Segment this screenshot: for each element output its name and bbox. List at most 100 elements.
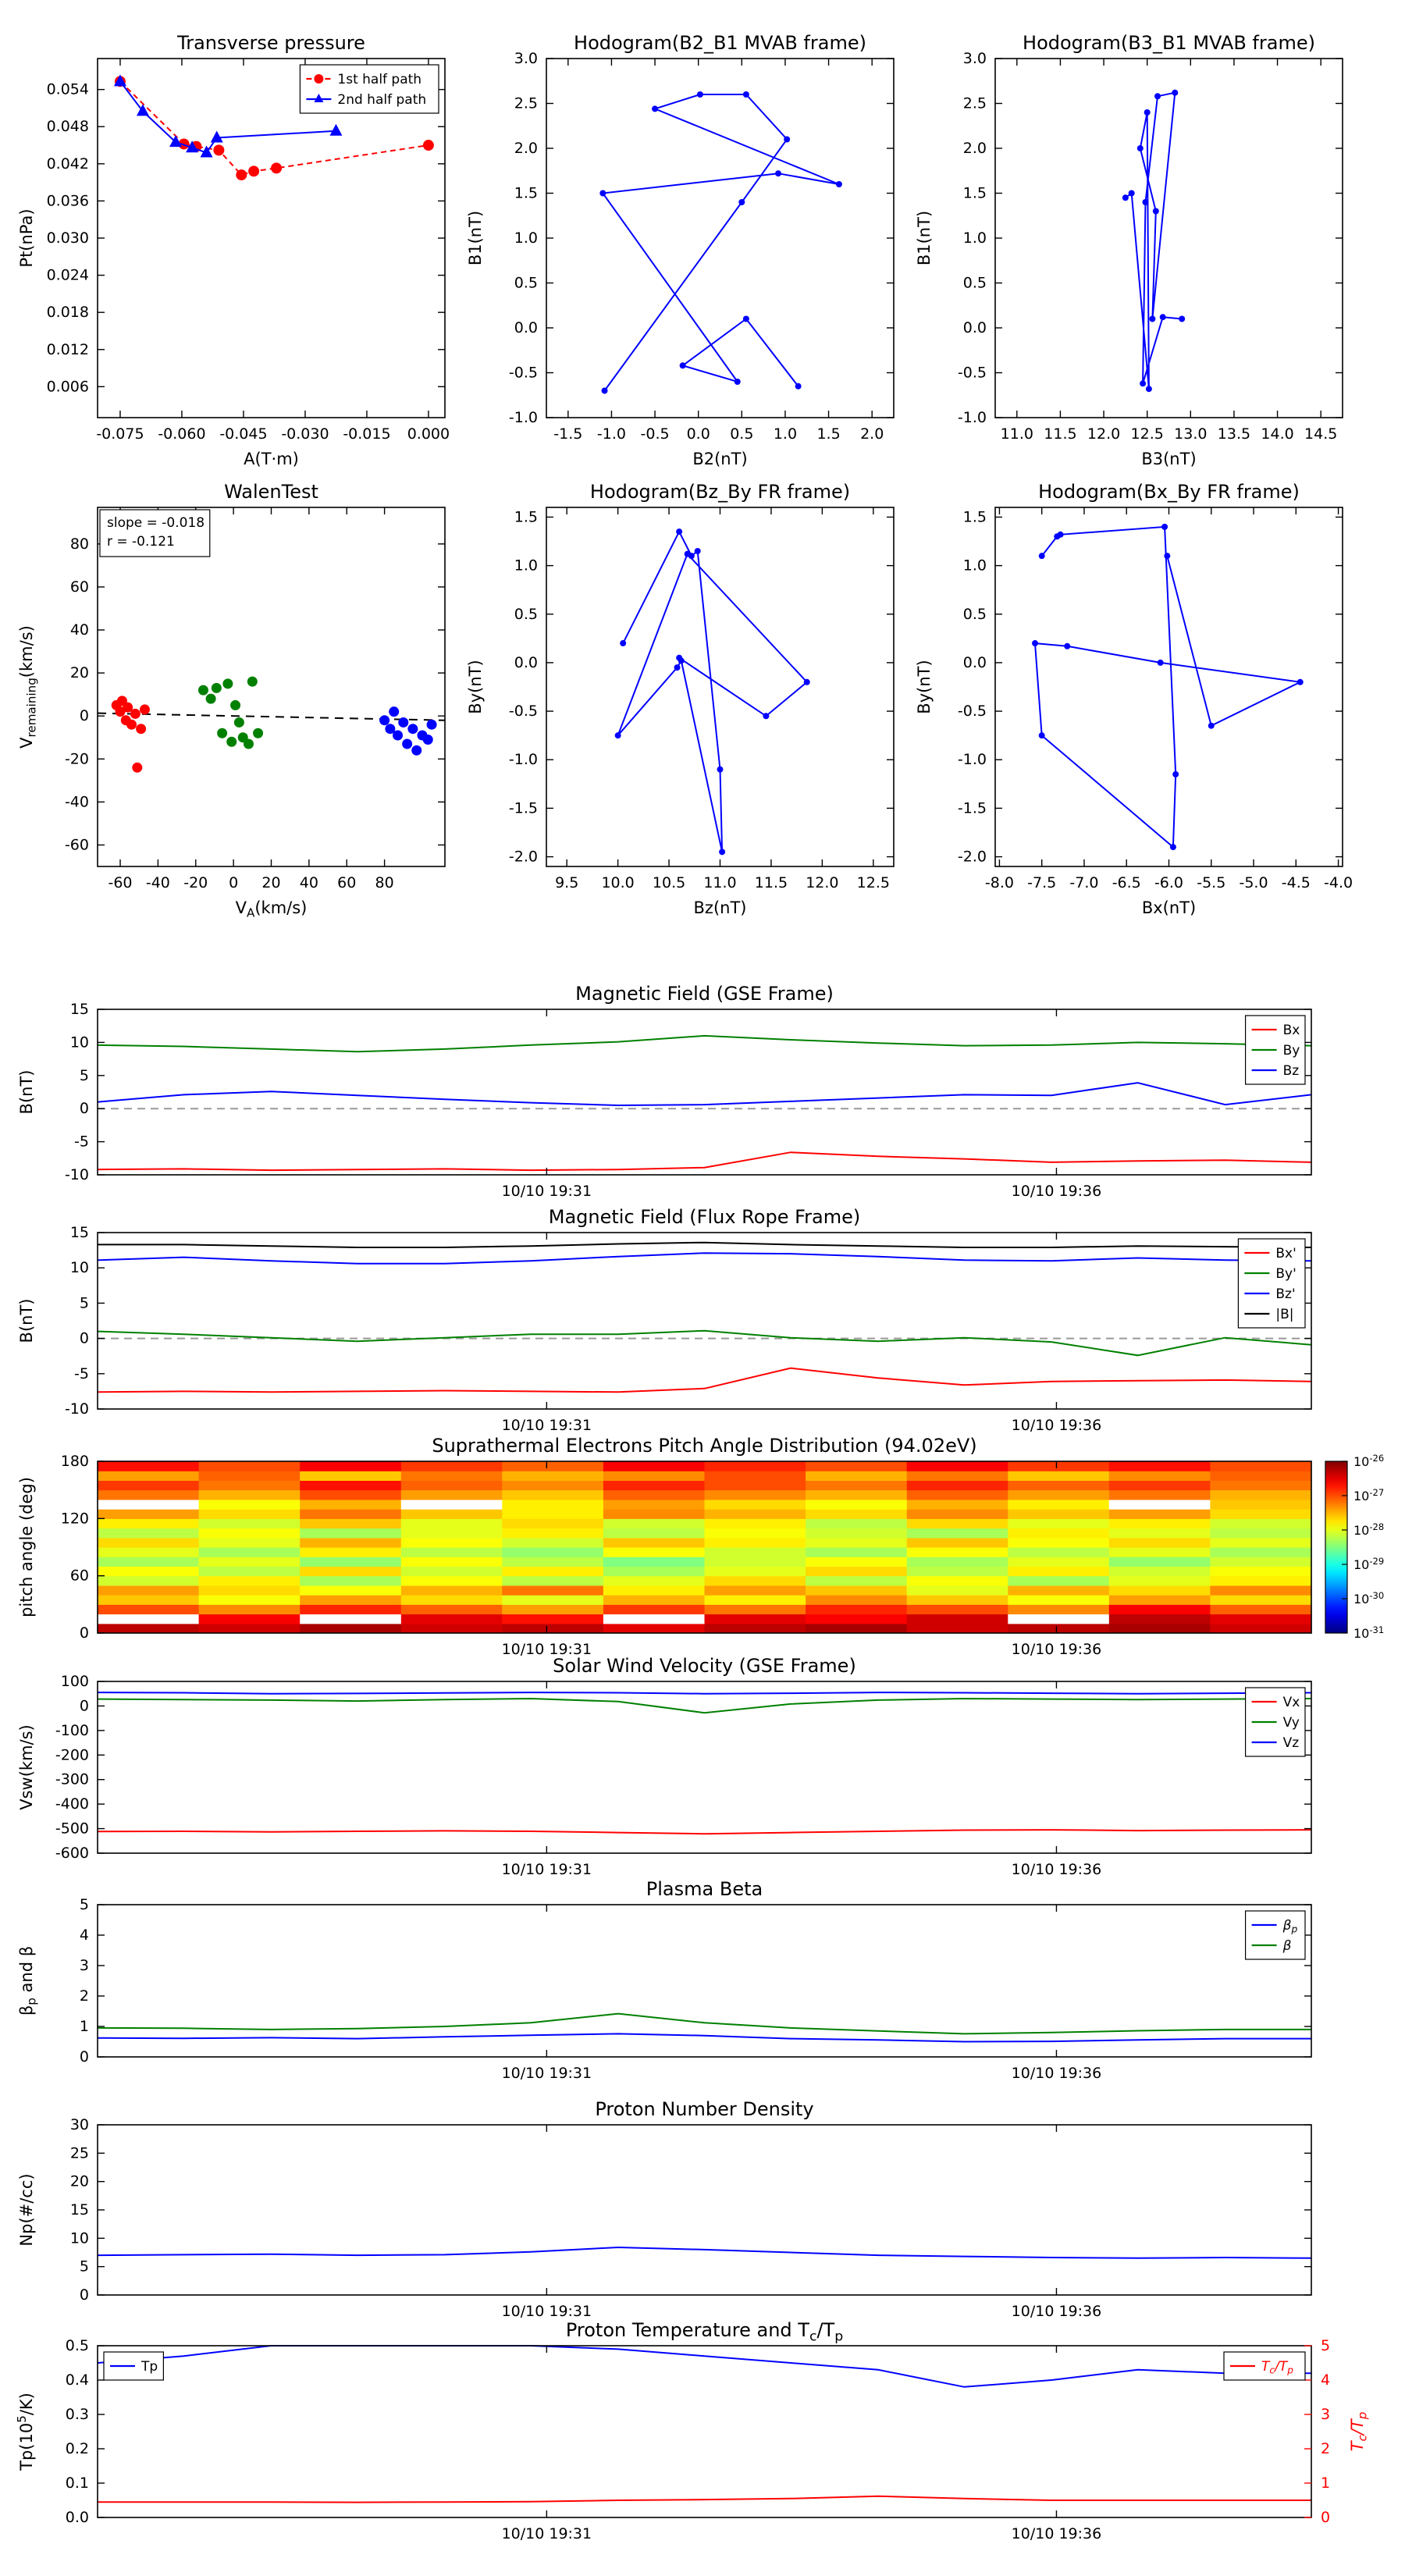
svg-text:-1.0: -1.0: [509, 409, 538, 426]
svg-text:βp and β: βp and β: [17, 1946, 39, 2016]
svg-text:-1.0: -1.0: [958, 751, 987, 768]
svg-text:10/10 19:31: 10/10 19:31: [502, 1183, 592, 1200]
svg-text:3.0: 3.0: [963, 50, 987, 67]
svg-text:0: 0: [80, 707, 89, 724]
svg-text:10.5: 10.5: [653, 874, 685, 891]
svg-text:By': By': [1275, 1266, 1296, 1282]
svg-text:10/10 19:31: 10/10 19:31: [502, 2303, 592, 2320]
svg-text:12.0: 12.0: [1087, 425, 1120, 443]
svg-text:0.006: 0.006: [47, 378, 89, 395]
hodogram-b3-b1-plot: 11.0 11.5 12.0 12.5 13.0 13.5 14.0 14.5 -1.0 -0.5…: [915, 32, 1343, 468]
svg-text:Bx(nT): Bx(nT): [1142, 898, 1196, 917]
svg-text:-0.5: -0.5: [509, 365, 538, 382]
svg-text:40: 40: [300, 874, 318, 891]
svg-text:Transverse pressure: Transverse pressure: [176, 32, 365, 54]
svg-text:13.5: 13.5: [1218, 425, 1250, 443]
svg-text:180: 180: [61, 1453, 89, 1470]
svg-text:0.5: 0.5: [963, 275, 987, 292]
svg-text:2: 2: [80, 1987, 89, 2005]
svg-text:5: 5: [80, 1896, 89, 1913]
svg-text:Tp(105/K): Tp(105/K): [15, 2393, 36, 2471]
svg-text:-8.0: -8.0: [985, 874, 1014, 891]
svg-text:12.5: 12.5: [1131, 425, 1164, 443]
svg-text:Hodogram(B2_B1 MVAB frame): Hodogram(B2_B1 MVAB frame): [574, 32, 866, 54]
svg-text:-20: -20: [183, 874, 208, 891]
magnetic-field-gse-panel: 10/10 19:31 10/10 19:36 -10 -5 0 5 10 15 Magneti…: [17, 983, 1312, 1200]
svg-text:-20: -20: [65, 750, 89, 767]
svg-text:2: 2: [1321, 2440, 1330, 2457]
svg-text:pitch angle (deg): pitch angle (deg): [17, 1477, 36, 1617]
svg-text:-5: -5: [74, 1365, 89, 1382]
svg-text:-1.0: -1.0: [597, 425, 626, 443]
proton-density-panel: 10/10 19:31 10/10 19:36 0 5 10 15 20 25 30 Proton…: [17, 2098, 1312, 2320]
svg-text:10.0: 10.0: [601, 874, 634, 891]
svg-text:0.048: 0.048: [47, 118, 89, 135]
svg-text:9.5: 9.5: [555, 874, 578, 891]
svg-text:1st half path: 1st half path: [337, 72, 422, 87]
svg-text:10-28: 10-28: [1353, 1521, 1384, 1538]
svg-text:10/10 19:31: 10/10 19:31: [502, 2525, 592, 2542]
svg-text:B(nT): B(nT): [17, 1299, 36, 1343]
svg-text:3: 3: [80, 1957, 89, 1974]
svg-text:-1.5: -1.5: [553, 425, 582, 443]
svg-text:0.030: 0.030: [47, 229, 89, 247]
transverse-pressure-plot: -0.075 -0.060 -0.045 -0.030 -0.015 0.000 0.006…: [17, 32, 450, 468]
svg-text:βp: βp: [1282, 1918, 1298, 1935]
svg-text:Vz: Vz: [1283, 1735, 1300, 1751]
svg-text:0.018: 0.018: [47, 304, 89, 321]
svg-text:0.0: 0.0: [687, 425, 710, 443]
svg-text:10/10 19:36: 10/10 19:36: [1012, 1183, 1102, 1200]
svg-text:1.0: 1.0: [514, 557, 538, 575]
svg-text:10/10 19:36: 10/10 19:36: [1012, 2525, 1102, 2542]
svg-text:-4.0: -4.0: [1324, 874, 1353, 891]
svg-text:-4.5: -4.5: [1282, 874, 1311, 891]
svg-text:60: 60: [70, 1567, 89, 1585]
svg-text:2.0: 2.0: [514, 140, 538, 157]
svg-text:Tc/Tp: Tc/Tp: [1261, 2359, 1293, 2376]
svg-text:10/10 19:36: 10/10 19:36: [1012, 2065, 1102, 2082]
svg-text:13.0: 13.0: [1174, 425, 1207, 443]
svg-text:10: 10: [70, 1259, 89, 1276]
svg-text:Proton Temperature and Tc/Tp: Proton Temperature and Tc/Tp: [566, 2319, 843, 2344]
svg-text:-1.0: -1.0: [509, 751, 538, 768]
svg-text:5: 5: [80, 1067, 89, 1084]
svg-text:15: 15: [70, 2201, 89, 2218]
svg-text:-1.5: -1.5: [509, 799, 538, 817]
svg-text:-1.5: -1.5: [958, 799, 987, 817]
svg-text:10-30: 10-30: [1353, 1590, 1384, 1606]
svg-text:-0.075: -0.075: [96, 425, 144, 443]
svg-text:-0.015: -0.015: [343, 425, 390, 443]
svg-text:2.0: 2.0: [963, 140, 987, 157]
svg-text:-500: -500: [55, 1820, 89, 1838]
svg-text:Vremaining(km/s): Vremaining(km/s): [17, 625, 39, 749]
svg-text:Suprathermal Electrons Pitch A: Suprathermal Electrons Pitch Angle Distr…: [432, 1435, 976, 1457]
svg-text:15: 15: [70, 1224, 89, 1241]
svg-text:0.5: 0.5: [730, 425, 753, 443]
svg-text:-60: -60: [65, 836, 89, 853]
svg-text:0.0: 0.0: [66, 2509, 89, 2526]
svg-text:15: 15: [70, 1001, 89, 1018]
svg-text:-10: -10: [65, 1400, 89, 1418]
svg-text:0.0: 0.0: [514, 654, 538, 671]
svg-text:-40: -40: [65, 793, 89, 810]
svg-text:-0.5: -0.5: [641, 425, 670, 443]
svg-text:20: 20: [70, 664, 89, 681]
svg-text:100: 100: [61, 1673, 89, 1690]
svg-text:-7.0: -7.0: [1069, 874, 1098, 891]
svg-text:Tc/Tp: Tc/Tp: [1348, 2412, 1370, 2452]
svg-text:2.5: 2.5: [514, 95, 538, 112]
svg-text:1.0: 1.0: [963, 229, 987, 247]
svg-text:-40: -40: [146, 874, 170, 891]
svg-text:-6.0: -6.0: [1154, 874, 1183, 891]
svg-text:1.5: 1.5: [963, 508, 987, 525]
svg-text:11.5: 11.5: [755, 874, 788, 891]
svg-text:80: 80: [70, 535, 89, 553]
solar-wind-velocity-panel: 10/10 19:31 10/10 19:36 -600 -500 -400 -300 -2…: [17, 1655, 1312, 1878]
electron-pitch-angle-panel: 10-26 10-27 10-28 10-29 10-30 10-31 10/10 19:3…: [17, 1435, 1384, 1658]
svg-text:1: 1: [1321, 2475, 1330, 2492]
svg-text:10/10 19:31: 10/10 19:31: [502, 1861, 592, 1878]
svg-text:Vsw(km/s): Vsw(km/s): [17, 1724, 36, 1810]
svg-text:Bx: Bx: [1283, 1023, 1300, 1038]
svg-text:1.5: 1.5: [816, 425, 840, 443]
